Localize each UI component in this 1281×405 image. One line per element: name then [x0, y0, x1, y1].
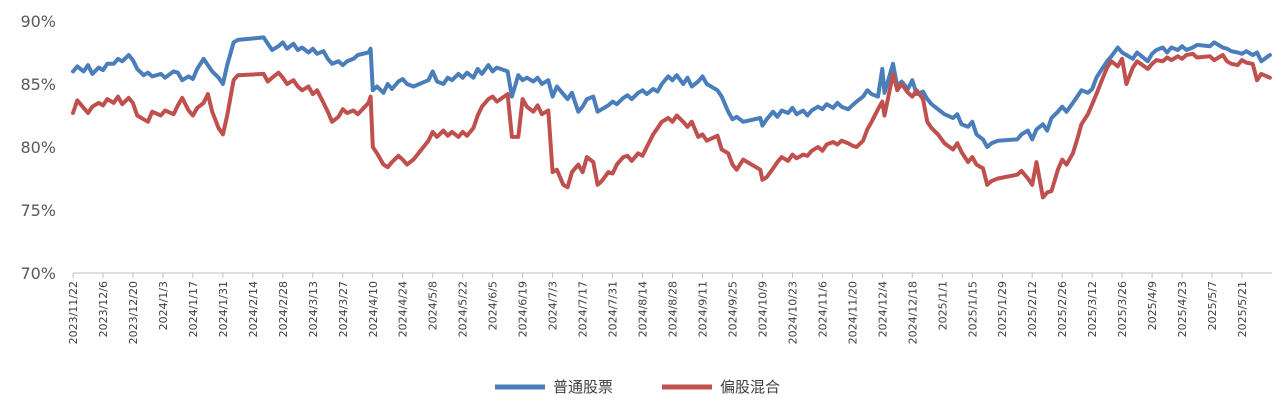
x-tick-label: 2024/5/22	[457, 281, 470, 337]
legend-label-series-1: 普通股票	[553, 378, 613, 396]
x-tick-label: 2025/2/26	[1056, 281, 1069, 337]
x-tick-label: 2024/6/5	[487, 281, 500, 330]
y-tick-label: 80%	[20, 138, 56, 157]
x-tick-label: 2024/10/23	[786, 281, 799, 344]
x-tick-label: 2025/3/12	[1086, 281, 1099, 337]
x-tick-label: 2025/4/23	[1176, 281, 1189, 337]
x-tick-label: 2024/7/17	[577, 281, 590, 337]
x-tick-label: 2025/3/26	[1116, 281, 1129, 337]
x-tick-label: 2023/12/20	[127, 281, 140, 344]
x-tick-label: 2025/2/12	[1026, 281, 1039, 337]
series-line-1	[71, 35, 1272, 149]
x-tick-label: 2024/10/9	[756, 281, 769, 337]
y-tick-label: 70%	[20, 264, 56, 283]
x-tick-label: 2025/1/15	[966, 281, 979, 337]
x-tick-label: 2024/1/31	[217, 281, 230, 337]
x-tick-label: 2024/8/14	[637, 281, 650, 337]
x-tick-label: 2024/5/8	[427, 281, 440, 330]
x-tick-label: 2024/4/10	[367, 281, 380, 337]
x-tick-label: 2025/4/9	[1146, 281, 1159, 330]
x-tick-label: 2025/1/29	[996, 281, 1009, 337]
y-tick-label: 85%	[20, 75, 56, 94]
x-tick-label: 2024/1/3	[157, 281, 170, 330]
x-tick-label: 2024/3/13	[307, 281, 320, 337]
x-tick-label: 2024/4/24	[397, 281, 410, 337]
x-tick-label: 2024/11/6	[816, 281, 829, 337]
x-tick-label: 2025/1/1	[936, 281, 949, 330]
x-tick-label: 2025/5/21	[1236, 281, 1249, 337]
x-tick-label: 2024/2/28	[277, 281, 290, 337]
x-tick-label: 2024/9/25	[726, 281, 739, 337]
x-tick-label: 2025/5/7	[1206, 281, 1219, 330]
x-axis: 2023/11/22 2023/12/6 2023/12/20 2024/1/3 202…	[67, 273, 1249, 344]
legend-label-series-2: 偏股混合	[720, 378, 780, 396]
x-tick-label: 2024/3/27	[337, 281, 350, 337]
legend: 普通股票 偏股混合	[495, 378, 780, 396]
y-axis: 70% 75% 80% 85% 90%	[20, 12, 56, 283]
x-tick-label: 2024/12/4	[876, 281, 889, 337]
x-tick-label: 2024/8/28	[667, 281, 680, 337]
x-tick-label: 2024/6/19	[517, 281, 530, 337]
x-tick-label: 2023/12/6	[97, 281, 110, 337]
y-tick-label: 75%	[20, 201, 56, 220]
x-tick-label: 2023/11/22	[67, 281, 80, 344]
series-lines	[71, 35, 1272, 200]
x-tick-label: 2024/2/14	[247, 281, 260, 337]
x-tick-label: 2024/7/31	[607, 281, 620, 337]
x-tick-label: 2024/12/18	[906, 281, 919, 344]
x-tick-label: 2024/1/17	[187, 281, 200, 337]
series-line-2	[71, 51, 1272, 200]
x-tick-label: 2024/7/3	[547, 281, 560, 330]
y-tick-label: 90%	[20, 12, 56, 31]
x-tick-label: 2024/9/11	[696, 281, 709, 337]
x-tick-label: 2024/11/20	[846, 281, 859, 344]
